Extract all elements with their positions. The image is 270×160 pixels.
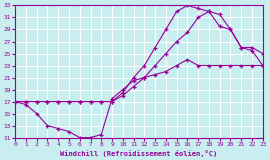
X-axis label: Windchill (Refroidissement éolien,°C): Windchill (Refroidissement éolien,°C) (60, 150, 218, 156)
